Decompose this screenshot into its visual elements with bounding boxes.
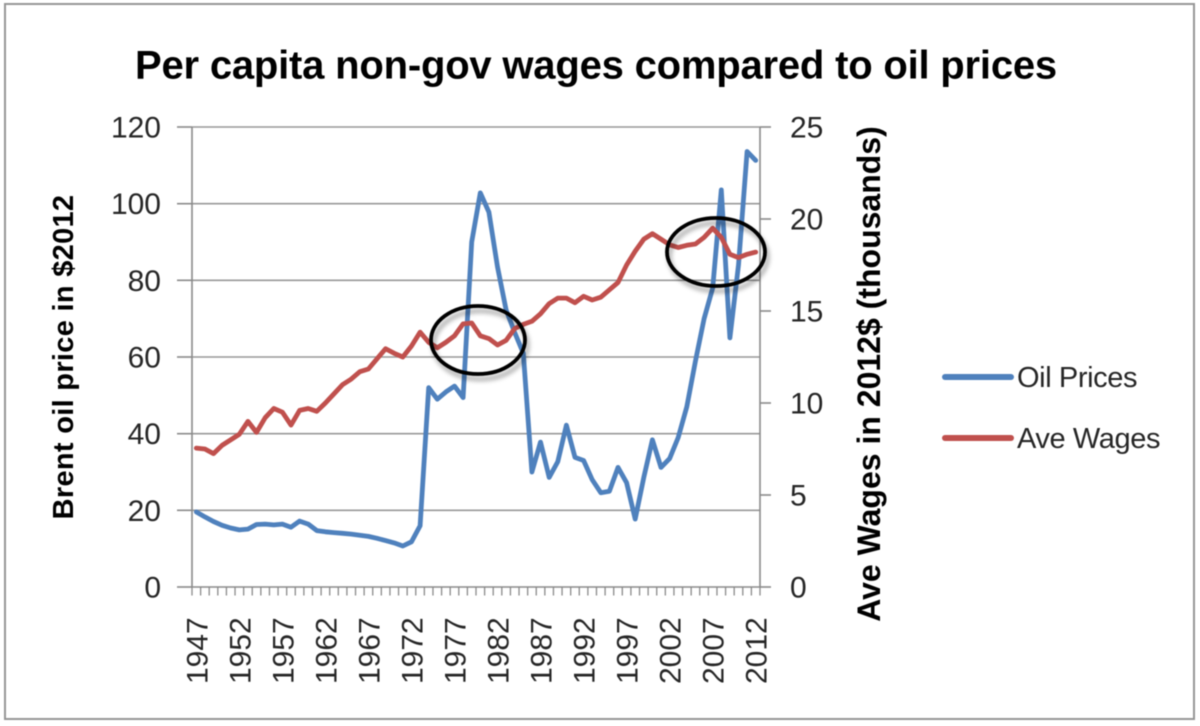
svg-text:25: 25 [790, 112, 823, 145]
svg-text:Ave Wages: Ave Wages [1017, 423, 1160, 455]
svg-text:1967: 1967 [353, 617, 386, 684]
svg-text:1977: 1977 [440, 617, 473, 684]
svg-text:1987: 1987 [526, 617, 559, 684]
svg-text:5: 5 [790, 480, 807, 513]
svg-text:1972: 1972 [397, 617, 430, 684]
svg-text:40: 40 [128, 418, 161, 451]
svg-text:10: 10 [790, 388, 823, 421]
svg-text:Oil Prices: Oil Prices [1017, 362, 1137, 394]
svg-text:1952: 1952 [224, 617, 257, 684]
svg-text:1997: 1997 [612, 617, 645, 684]
svg-text:20: 20 [128, 495, 161, 528]
svg-text:1957: 1957 [267, 617, 300, 684]
svg-text:0: 0 [790, 572, 807, 605]
svg-text:1992: 1992 [569, 617, 602, 684]
svg-text:1947: 1947 [181, 617, 214, 684]
svg-text:2012: 2012 [741, 617, 774, 684]
svg-text:Per capita non-gov wages compa: Per capita non-gov wages compared to oil… [135, 44, 1057, 88]
svg-text:120: 120 [111, 112, 161, 145]
svg-text:2007: 2007 [698, 617, 731, 684]
svg-text:0: 0 [144, 572, 161, 605]
svg-text:1982: 1982 [483, 617, 516, 684]
svg-text:2002: 2002 [655, 617, 688, 684]
svg-text:15: 15 [790, 296, 823, 329]
svg-text:1962: 1962 [310, 617, 343, 684]
svg-text:100: 100 [111, 188, 161, 221]
svg-text:60: 60 [128, 342, 161, 375]
svg-text:20: 20 [790, 204, 823, 237]
svg-text:80: 80 [128, 265, 161, 298]
svg-text:Brent oil price in $2012: Brent oil price in $2012 [48, 195, 80, 520]
svg-text:Ave Wages in 2012$ (thousands): Ave Wages in 2012$ (thousands) [851, 126, 887, 622]
